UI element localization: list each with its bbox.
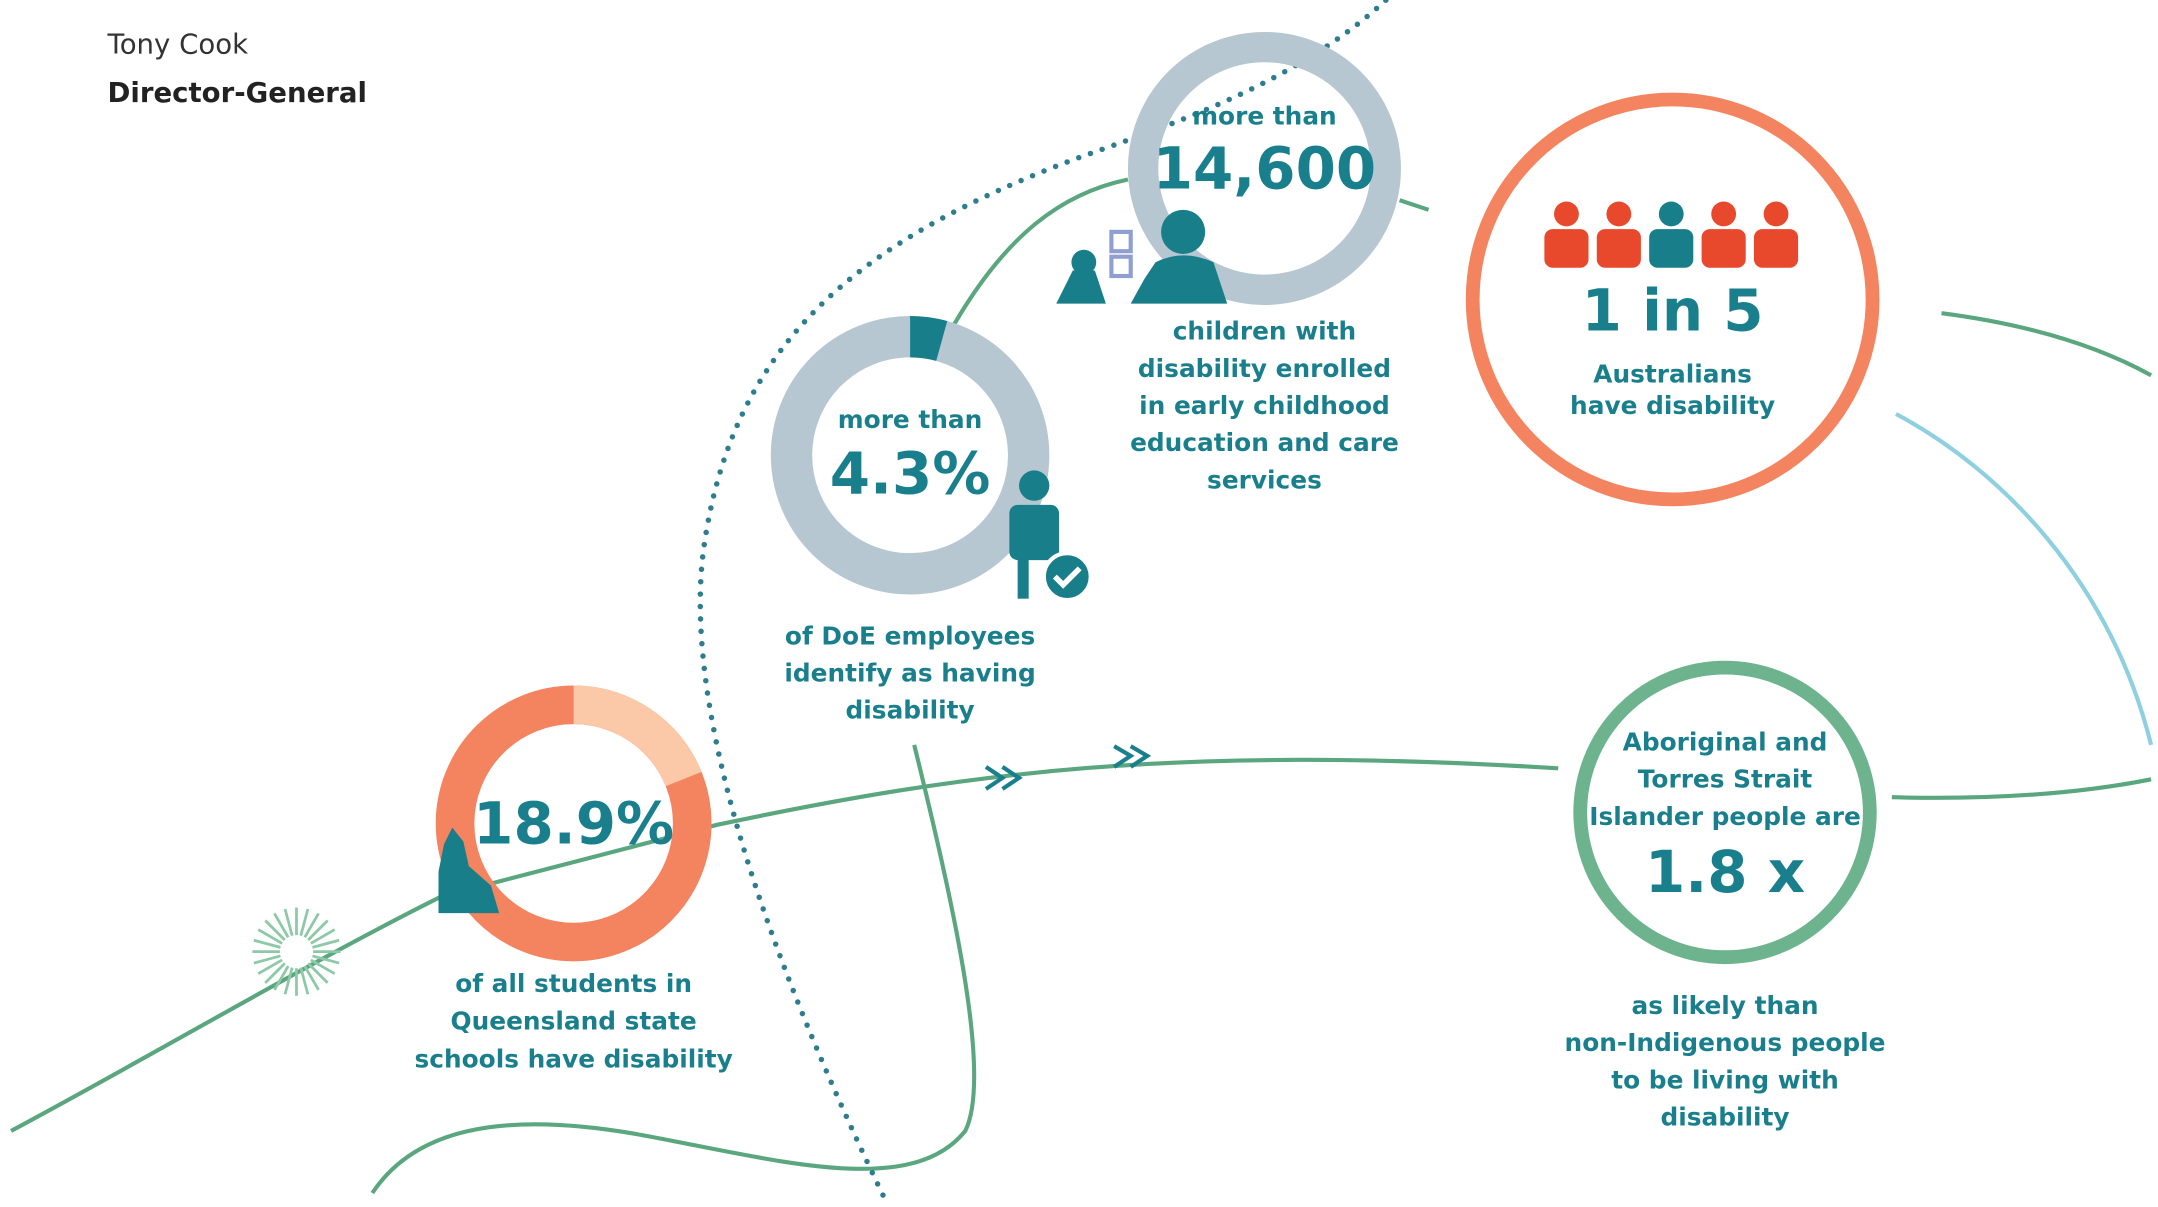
role: Director-General bbox=[108, 76, 367, 109]
sun-ray bbox=[310, 958, 336, 975]
sun-ray bbox=[253, 954, 281, 965]
stat-value: 1.8 x bbox=[1645, 838, 1805, 906]
sun-ray bbox=[264, 919, 286, 941]
caption-line: have disability bbox=[1570, 391, 1775, 420]
sun-ray bbox=[307, 919, 329, 941]
sun-ray bbox=[283, 967, 294, 995]
stat-value: 14,600 bbox=[1153, 135, 1376, 203]
queensland-icon bbox=[438, 827, 500, 914]
sun-ray bbox=[303, 912, 320, 939]
stat-value: 4.3% bbox=[830, 439, 991, 507]
caption-line: education and care bbox=[1130, 428, 1399, 457]
sun-ray bbox=[303, 965, 320, 991]
sun-ray bbox=[283, 908, 294, 937]
sun-ray bbox=[273, 965, 290, 991]
caption-line: Aboriginal and bbox=[1623, 727, 1828, 756]
caption-line: schools have disability bbox=[414, 1045, 732, 1074]
sun-ray bbox=[310, 928, 336, 945]
stat-value: 1 in 5 bbox=[1582, 277, 1764, 345]
stat-value: 18.9% bbox=[473, 790, 674, 858]
caption-line: to be living with bbox=[1611, 1065, 1838, 1094]
caption-line: Queensland state bbox=[451, 1007, 697, 1036]
ring bbox=[1465, 92, 1880, 507]
caption-line: identify as having bbox=[784, 659, 1035, 688]
caption-line: disability bbox=[1660, 1103, 1789, 1132]
child-icon bbox=[1056, 209, 1228, 304]
sun-ray bbox=[273, 912, 290, 939]
sun-ray bbox=[299, 967, 310, 995]
donut-segment bbox=[909, 315, 948, 362]
ring bbox=[1573, 660, 1877, 965]
employee-icon bbox=[1009, 470, 1093, 603]
caption-line: Islander people are bbox=[1589, 802, 1861, 831]
caption-line: services bbox=[1207, 465, 1322, 494]
caption-line: disability bbox=[846, 696, 975, 725]
sun-ray bbox=[264, 962, 286, 984]
ring bbox=[1127, 31, 1401, 305]
sun-ray bbox=[253, 938, 281, 949]
caption-line: as likely than bbox=[1631, 991, 1818, 1020]
caption-line: children with bbox=[1173, 317, 1356, 346]
donut-segment bbox=[573, 685, 702, 787]
prefix: more than bbox=[838, 405, 983, 434]
sun-ray bbox=[307, 962, 329, 984]
prefix: more than bbox=[1192, 101, 1337, 130]
caption-line: in early childhood bbox=[1139, 391, 1390, 420]
caption-line: of all students in bbox=[455, 969, 692, 998]
caption-line: Australians bbox=[1593, 359, 1752, 388]
sun-ray bbox=[257, 928, 283, 945]
sun-ray bbox=[257, 958, 283, 975]
caption-line: non-Indigenous people bbox=[1565, 1028, 1886, 1057]
people-icon bbox=[1544, 201, 1799, 268]
caption-line: of DoE employees bbox=[785, 621, 1035, 650]
sun-ray bbox=[312, 954, 340, 965]
sun-ray bbox=[312, 938, 340, 949]
sun-ray bbox=[299, 908, 310, 937]
name: Tony Cook bbox=[107, 28, 249, 61]
decor-lines bbox=[10, 0, 2154, 1203]
caption-line: Torres Strait bbox=[1638, 765, 1813, 794]
caption-line: disability enrolled bbox=[1138, 354, 1391, 383]
